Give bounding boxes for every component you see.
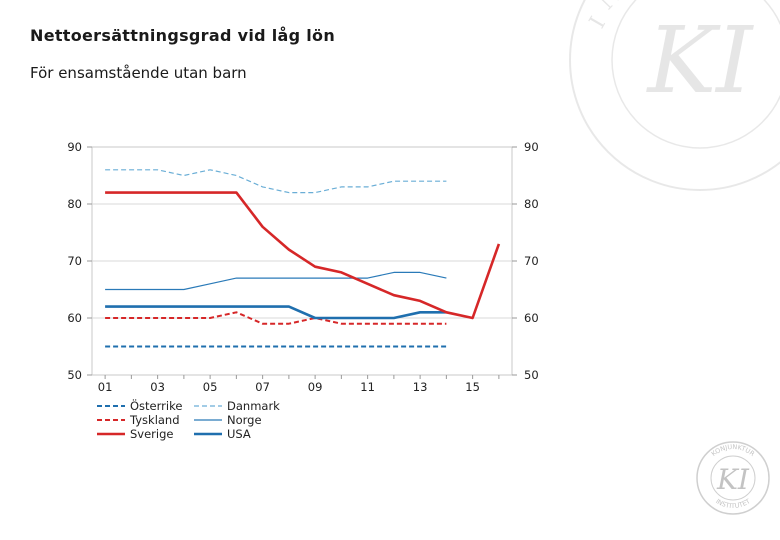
seal-inner-ring (611, 0, 780, 149)
series-line-danmark (105, 169, 447, 194)
y-tick-label-right: 80 (524, 197, 539, 211)
institute-logo-small: KI KONJUNKTUR INSTITUTET (696, 441, 770, 515)
series-layer (105, 169, 501, 348)
y-tick-label-right: 70 (524, 254, 539, 268)
x-tick-label: 09 (308, 380, 323, 394)
legend-label: Österrike (130, 397, 182, 413)
series-line-sverige (105, 191, 501, 320)
series-line-tyskland (105, 311, 447, 325)
series-line-usa (105, 305, 447, 320)
seal-ring-letter: I (585, 13, 611, 33)
seal-ring-letter: N (594, 0, 625, 15)
legend-label: Norge (227, 413, 262, 427)
seal-ring-letter: T (776, 0, 780, 11)
legend: Österrike Danmark Tyskland Norge Sverige USA (97, 397, 280, 441)
institute-seal-watermark: KI INSTITUTET (569, 0, 780, 191)
small-seal-ring-bottom-text: INSTITUTET (714, 497, 752, 510)
seal-logo-text: KI (645, 7, 754, 114)
x-tick-label: 01 (98, 380, 113, 394)
plot-area: 50 50 60 60 70 70 80 80 90 90 01 03 05 07 09 11 13 15 (67, 140, 538, 394)
legend-label: Danmark (227, 399, 280, 413)
small-seal-inner-ring (710, 455, 756, 501)
legend-label: USA (227, 427, 251, 441)
y-tick-label-right: 50 (524, 368, 539, 382)
x-tick-label: 05 (203, 380, 218, 394)
small-seal-logo-text: KI (716, 463, 750, 496)
y-tick-label-right: 90 (524, 140, 539, 154)
legend-label: Tyskland (129, 413, 180, 427)
x-tick-label: 11 (360, 380, 375, 394)
y-tick-label-left: 60 (67, 311, 82, 325)
x-tick-label: 03 (150, 380, 165, 394)
y-tick-label-left: 90 (67, 140, 82, 154)
y-tick-label-left: 80 (67, 197, 82, 211)
seal-outer-ring (569, 0, 780, 191)
x-tick-label: 13 (413, 380, 428, 394)
y-tick-label-left: 70 (67, 254, 82, 268)
series-line-norge (105, 271, 447, 291)
small-seal-outer-ring (696, 441, 770, 515)
legend-label: Sverige (130, 427, 173, 441)
x-tick-label: 07 (255, 380, 270, 394)
x-tick-label: 15 (465, 380, 480, 394)
chart-subtitle: För ensamstående utan barn (30, 64, 247, 82)
chart-title: Nettoersättningsgrad vid låg lön (30, 26, 336, 45)
y-tick-label-right: 60 (524, 311, 539, 325)
y-tick-label-left: 50 (67, 368, 82, 382)
